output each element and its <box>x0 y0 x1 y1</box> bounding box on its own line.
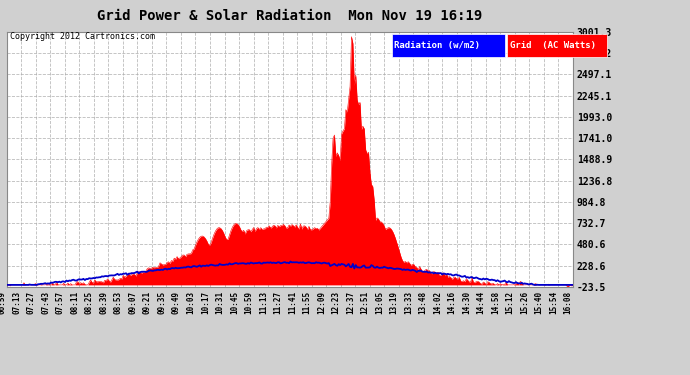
Text: 15:26: 15:26 <box>520 291 529 314</box>
Text: 12:09: 12:09 <box>317 291 326 314</box>
Text: 07:43: 07:43 <box>41 291 50 314</box>
Text: 16:08: 16:08 <box>564 291 573 314</box>
Text: 15:40: 15:40 <box>535 291 544 314</box>
Text: Grid Power & Solar Radiation  Mon Nov 19 16:19: Grid Power & Solar Radiation Mon Nov 19 … <box>97 9 482 23</box>
Text: 09:35: 09:35 <box>157 291 166 314</box>
Text: 12:23: 12:23 <box>332 291 341 314</box>
Text: 13:19: 13:19 <box>390 291 399 314</box>
Text: 08:11: 08:11 <box>70 291 79 314</box>
Text: 09:07: 09:07 <box>128 291 137 314</box>
Text: 11:41: 11:41 <box>288 291 297 314</box>
Text: 10:03: 10:03 <box>186 291 195 314</box>
Text: 07:13: 07:13 <box>12 291 21 314</box>
Text: 14:58: 14:58 <box>491 291 500 314</box>
Text: 07:27: 07:27 <box>27 291 36 314</box>
Text: 15:12: 15:12 <box>506 291 515 314</box>
Text: 12:37: 12:37 <box>346 291 355 314</box>
Text: 07:57: 07:57 <box>56 291 65 314</box>
Text: 12:51: 12:51 <box>361 291 370 314</box>
Text: Copyright 2012 Cartronics.com: Copyright 2012 Cartronics.com <box>10 32 155 41</box>
Text: 08:53: 08:53 <box>114 291 123 314</box>
Text: 10:59: 10:59 <box>244 291 253 314</box>
Text: 10:17: 10:17 <box>201 291 210 314</box>
Text: 14:02: 14:02 <box>433 291 442 314</box>
Text: Grid  (AC Watts): Grid (AC Watts) <box>510 41 595 50</box>
Text: 14:44: 14:44 <box>477 291 486 314</box>
Text: 14:30: 14:30 <box>462 291 471 314</box>
Text: 14:16: 14:16 <box>448 291 457 314</box>
Text: 13:05: 13:05 <box>375 291 384 314</box>
Text: 06:59: 06:59 <box>0 291 7 314</box>
Text: Radiation (w/m2): Radiation (w/m2) <box>395 41 480 50</box>
Text: 11:27: 11:27 <box>273 291 282 314</box>
Text: 09:49: 09:49 <box>172 291 181 314</box>
Text: 09:21: 09:21 <box>143 291 152 314</box>
Text: 08:25: 08:25 <box>85 291 94 314</box>
Text: 10:31: 10:31 <box>215 291 224 314</box>
Text: 11:55: 11:55 <box>302 291 312 314</box>
Text: 13:33: 13:33 <box>404 291 413 314</box>
Text: 08:39: 08:39 <box>99 291 108 314</box>
Text: 11:13: 11:13 <box>259 291 268 314</box>
Text: 13:48: 13:48 <box>419 291 428 314</box>
Text: 10:45: 10:45 <box>230 291 239 314</box>
Text: 15:54: 15:54 <box>549 291 558 314</box>
